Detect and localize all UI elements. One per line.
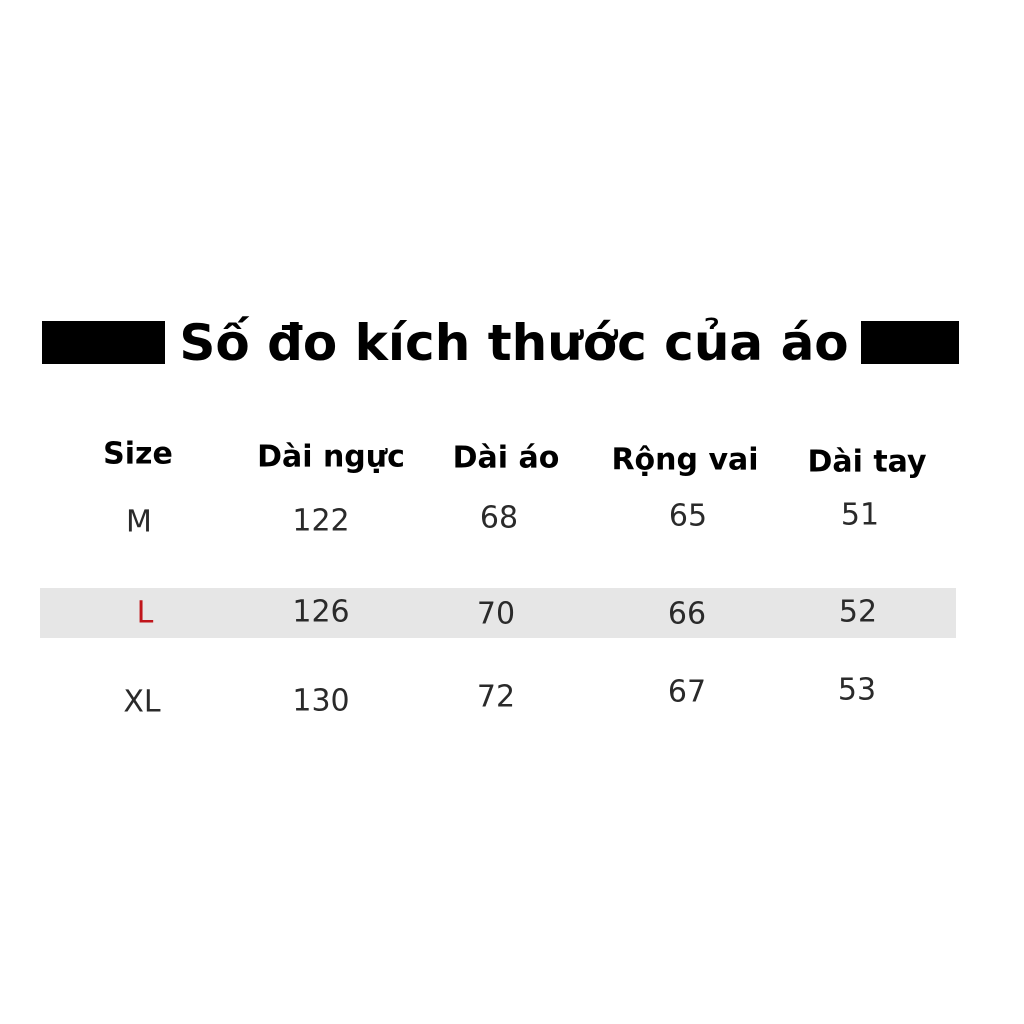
row-xl-length: 72	[476, 679, 516, 715]
title-bar-right	[861, 321, 959, 364]
title-row: Số đo kích thước của áo	[0, 310, 1024, 380]
row-l-sleeve: 52	[838, 594, 878, 630]
row-m-sleeve: 51	[840, 497, 880, 533]
row-m-shoulder: 65	[668, 498, 708, 534]
row-l-length: 70	[476, 596, 516, 632]
title-bar-left	[42, 321, 165, 364]
row-l-chest: 126	[292, 594, 350, 630]
header-shoulder-width: Rộng vai	[611, 442, 759, 478]
row-xl-sleeve: 53	[837, 672, 877, 708]
header-size: Size	[103, 436, 173, 472]
row-m-length: 68	[479, 500, 519, 536]
page-title: Số đo kích thước của áo	[179, 314, 849, 372]
row-m-size: M	[126, 504, 152, 540]
header-sleeve-length: Dài tay	[807, 444, 927, 480]
row-m-chest: 122	[292, 503, 350, 539]
highlight-row-background	[40, 588, 956, 638]
row-l-size: L	[136, 595, 154, 631]
row-xl-size: XL	[123, 684, 161, 720]
row-xl-shoulder: 67	[667, 674, 707, 710]
header-chest-length: Dài ngực	[257, 439, 405, 475]
row-l-shoulder: 66	[667, 596, 707, 632]
row-xl-chest: 130	[292, 683, 350, 719]
header-shirt-length: Dài áo	[452, 440, 560, 476]
